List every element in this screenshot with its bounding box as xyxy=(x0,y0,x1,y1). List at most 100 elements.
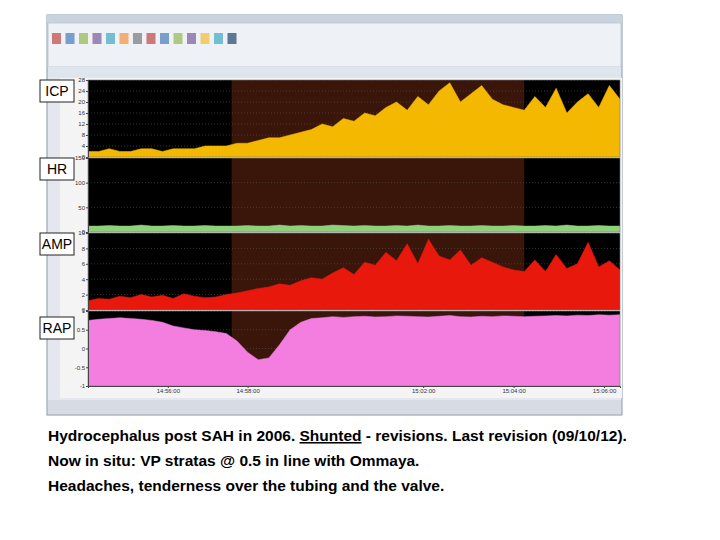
signal-area xyxy=(88,315,620,386)
y-tick: 50 xyxy=(78,205,88,211)
panel: 050100150 xyxy=(75,155,620,235)
y-tick-label: 8 xyxy=(82,246,86,252)
panel: 0481216202428 xyxy=(78,77,620,160)
x-tick: 15:02:00 xyxy=(412,386,436,394)
plot-area xyxy=(88,233,620,310)
plot-background xyxy=(88,311,620,386)
panel-label-box xyxy=(40,233,74,255)
ribbon-icon xyxy=(187,33,196,44)
ribbon-icon xyxy=(79,33,88,44)
plot-frame xyxy=(88,80,620,157)
x-tick-label: 14:56:00 xyxy=(157,388,181,394)
y-tick-label: 0.5 xyxy=(77,327,86,333)
x-tick-label: 14:58:00 xyxy=(236,388,260,394)
y-tick: 12 xyxy=(78,121,88,127)
status-bar xyxy=(48,400,621,414)
panel-label-text: AMP xyxy=(42,236,72,252)
y-tick-label: 2 xyxy=(82,292,86,298)
y-tick-mark xyxy=(86,233,88,234)
window-chrome xyxy=(47,15,622,415)
ribbon-icon xyxy=(133,33,142,44)
y-tick-label: 1 xyxy=(82,308,86,314)
y-tick-mark xyxy=(86,367,88,368)
y-tick-mark xyxy=(86,135,88,136)
plot-area xyxy=(88,158,620,232)
title-bar xyxy=(47,15,622,23)
panel-label-text: ICP xyxy=(45,83,68,99)
y-tick-mark xyxy=(86,386,88,387)
x-tick-label: 15:02:00 xyxy=(412,388,436,394)
panel: -1-0.500.5114:56:0014:58:0015:02:0015:04… xyxy=(75,308,621,394)
plot-background xyxy=(88,80,620,157)
caption-line: Headaches, tenderness over the tubing an… xyxy=(48,477,444,494)
tab-bar xyxy=(48,67,621,77)
y-tick-label: -1 xyxy=(80,383,86,389)
ribbon-icon xyxy=(160,33,169,44)
y-tick: 4 xyxy=(82,277,88,283)
panel-label-box xyxy=(40,158,74,180)
y-tick-mark xyxy=(86,248,88,249)
y-tick: 20 xyxy=(78,99,88,105)
x-tick-label: 15:06:00 xyxy=(593,388,617,394)
y-tick-label: 24 xyxy=(78,88,85,94)
grid-line xyxy=(88,91,620,92)
ribbon-icon xyxy=(201,33,210,44)
caption-underlined: Shunted xyxy=(300,427,362,444)
x-tick-label: 15:04:00 xyxy=(502,388,526,394)
ribbon-icon xyxy=(66,33,75,44)
plot-area xyxy=(88,311,620,386)
y-axis: 0481216202428 xyxy=(78,77,88,160)
y-tick: 150 xyxy=(75,155,88,161)
y-tick-mark xyxy=(86,183,88,184)
y-tick-label: 6 xyxy=(82,261,86,267)
y-tick-mark xyxy=(86,349,88,350)
y-tick: 8 xyxy=(82,132,88,138)
ribbon-icon xyxy=(147,33,156,44)
grid-line xyxy=(88,207,620,208)
y-tick-label: 10 xyxy=(78,230,85,236)
panel-label-box xyxy=(40,80,74,102)
y-tick-mark xyxy=(86,264,88,265)
y-axis: -1-0.500.51 xyxy=(75,308,89,389)
y-tick-mark xyxy=(86,146,88,147)
signal-area xyxy=(88,239,620,310)
window-frame xyxy=(47,15,622,415)
signal-area xyxy=(88,83,620,157)
x-tick: 15:06:00 xyxy=(593,386,617,394)
panel-label: ICP xyxy=(40,80,74,102)
y-tick-label: 0 xyxy=(82,346,86,352)
grid-line xyxy=(88,263,620,264)
y-tick-mark xyxy=(86,158,88,159)
ribbon-icon xyxy=(106,33,115,44)
y-tick-label: 28 xyxy=(78,77,85,83)
highlight-span xyxy=(232,158,525,232)
y-tick-label: 12 xyxy=(78,121,85,127)
axis-line xyxy=(86,81,89,158)
panel: 0246810 xyxy=(78,230,620,313)
ribbon-icon xyxy=(174,33,183,44)
y-tick-label: 16 xyxy=(78,110,85,116)
y-tick-label: 4 xyxy=(82,277,86,283)
y-tick: 24 xyxy=(78,88,88,94)
y-tick-mark xyxy=(86,279,88,280)
x-tick: 14:56:00 xyxy=(157,386,181,394)
y-tick-label: 20 xyxy=(78,99,85,105)
signal-area xyxy=(88,225,620,232)
caption-line: Now in situ: VP stratas @ 0.5 in line wi… xyxy=(48,452,419,469)
y-tick: 100 xyxy=(75,180,88,186)
x-tick: 15:04:00 xyxy=(502,386,526,394)
y-tick-mark xyxy=(86,330,88,331)
y-tick-mark xyxy=(86,113,88,114)
y-axis: 0246810 xyxy=(78,230,88,313)
y-tick-mark xyxy=(86,80,88,81)
caption-run: Now in situ: VP stratas @ 0.5 in line wi… xyxy=(48,452,419,469)
plot-background xyxy=(88,158,620,232)
panel-label-text: RAP xyxy=(43,320,72,336)
y-tick: 10 xyxy=(78,230,88,236)
caption-line: Hydrocephalus post SAH in 2006. Shunted … xyxy=(48,427,627,444)
ribbon-icon xyxy=(52,33,61,44)
y-tick-mark xyxy=(86,311,88,312)
plot-background xyxy=(88,233,620,310)
caption-run: Headaches, tenderness over the tubing an… xyxy=(48,477,444,494)
panel-label-text: HR xyxy=(47,161,67,177)
